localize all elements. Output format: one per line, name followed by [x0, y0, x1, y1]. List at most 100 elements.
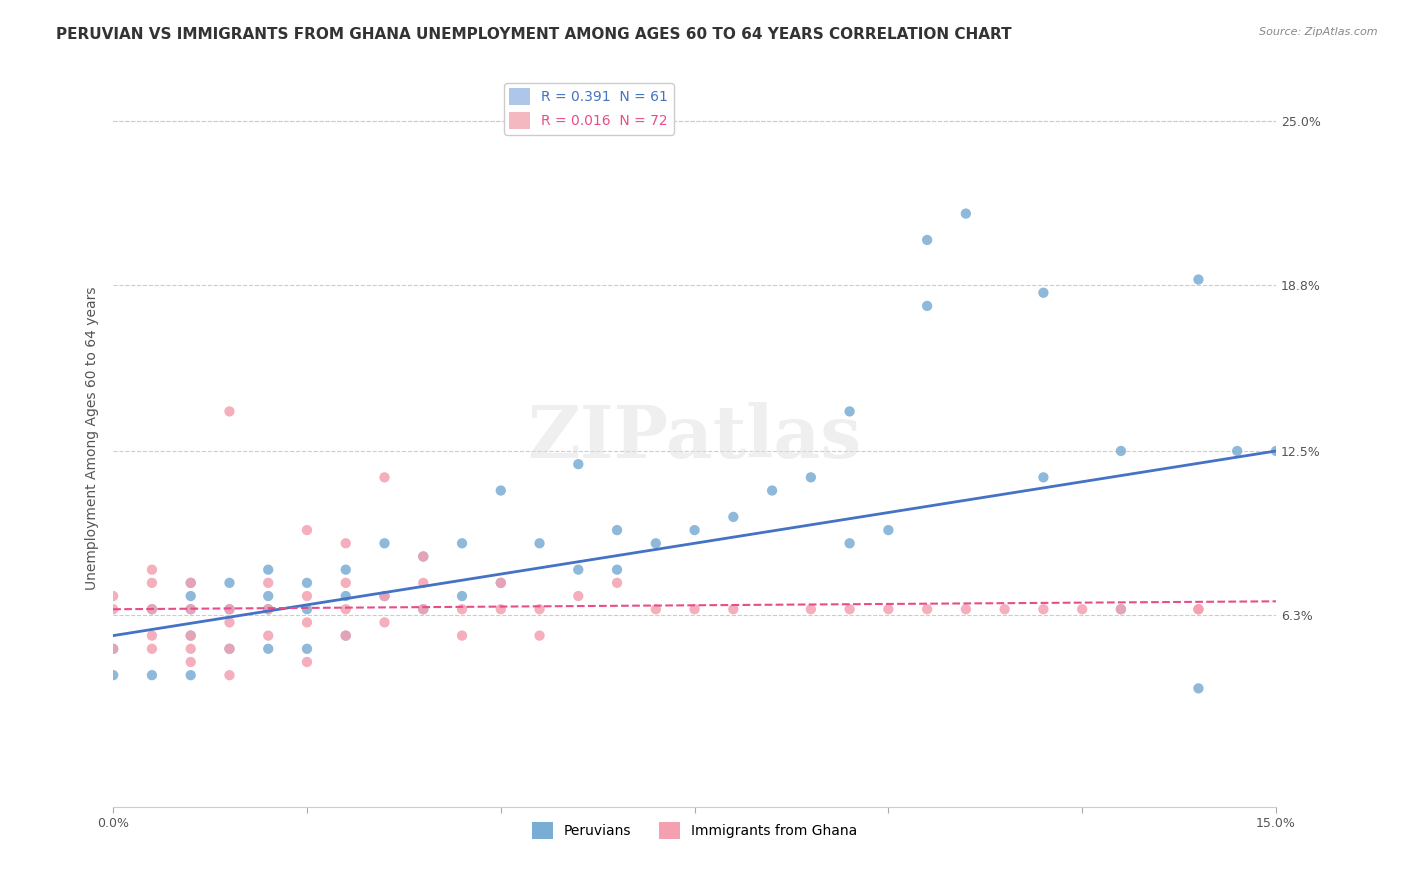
Point — [218, 404, 240, 418]
Point — [180, 602, 202, 616]
Point — [955, 602, 977, 616]
Point — [683, 602, 706, 616]
Point — [800, 470, 823, 484]
Point — [218, 641, 240, 656]
Point — [335, 589, 357, 603]
Point — [451, 629, 474, 643]
Point — [180, 575, 202, 590]
Point — [257, 602, 280, 616]
Point — [257, 575, 280, 590]
Point — [567, 589, 589, 603]
Point — [141, 563, 163, 577]
Point — [335, 602, 357, 616]
Point — [915, 602, 938, 616]
Point — [335, 563, 357, 577]
Point — [257, 629, 280, 643]
Point — [1032, 285, 1054, 300]
Point — [335, 629, 357, 643]
Point — [567, 563, 589, 577]
Point — [451, 536, 474, 550]
Point — [1187, 272, 1209, 286]
Point — [1226, 444, 1249, 458]
Point — [218, 575, 240, 590]
Point — [606, 523, 628, 537]
Point — [1109, 602, 1132, 616]
Point — [489, 602, 512, 616]
Point — [644, 536, 666, 550]
Point — [1109, 602, 1132, 616]
Point — [180, 641, 202, 656]
Point — [567, 457, 589, 471]
Point — [955, 206, 977, 220]
Point — [1187, 681, 1209, 696]
Point — [489, 575, 512, 590]
Point — [412, 602, 434, 616]
Point — [373, 589, 395, 603]
Point — [103, 641, 125, 656]
Point — [529, 536, 551, 550]
Text: Source: ZipAtlas.com: Source: ZipAtlas.com — [1260, 27, 1378, 37]
Point — [877, 523, 900, 537]
Point — [412, 549, 434, 564]
Point — [489, 483, 512, 498]
Point — [335, 536, 357, 550]
Point — [761, 483, 783, 498]
Point — [451, 602, 474, 616]
Point — [644, 602, 666, 616]
Point — [606, 563, 628, 577]
Point — [295, 589, 318, 603]
Legend: Peruvians, Immigrants from Ghana: Peruvians, Immigrants from Ghana — [526, 816, 863, 845]
Point — [451, 589, 474, 603]
Point — [683, 523, 706, 537]
Point — [141, 602, 163, 616]
Point — [141, 575, 163, 590]
Point — [257, 602, 280, 616]
Point — [180, 575, 202, 590]
Point — [723, 602, 745, 616]
Point — [489, 575, 512, 590]
Point — [218, 615, 240, 630]
Point — [141, 629, 163, 643]
Point — [180, 602, 202, 616]
Y-axis label: Unemployment Among Ages 60 to 64 years: Unemployment Among Ages 60 to 64 years — [86, 286, 100, 590]
Point — [529, 602, 551, 616]
Point — [838, 404, 860, 418]
Point — [529, 629, 551, 643]
Point — [295, 655, 318, 669]
Point — [180, 629, 202, 643]
Text: PERUVIAN VS IMMIGRANTS FROM GHANA UNEMPLOYMENT AMONG AGES 60 TO 64 YEARS CORRELA: PERUVIAN VS IMMIGRANTS FROM GHANA UNEMPL… — [56, 27, 1012, 42]
Point — [257, 589, 280, 603]
Point — [218, 602, 240, 616]
Point — [141, 668, 163, 682]
Point — [335, 575, 357, 590]
Point — [141, 602, 163, 616]
Point — [1187, 602, 1209, 616]
Point — [800, 602, 823, 616]
Point — [915, 233, 938, 247]
Point — [606, 575, 628, 590]
Point — [103, 602, 125, 616]
Point — [373, 470, 395, 484]
Point — [295, 615, 318, 630]
Point — [180, 589, 202, 603]
Point — [295, 575, 318, 590]
Point — [180, 668, 202, 682]
Point — [1187, 602, 1209, 616]
Point — [141, 641, 163, 656]
Point — [218, 602, 240, 616]
Point — [915, 299, 938, 313]
Point — [373, 615, 395, 630]
Point — [103, 589, 125, 603]
Point — [1032, 602, 1054, 616]
Point — [373, 589, 395, 603]
Point — [295, 523, 318, 537]
Point — [877, 602, 900, 616]
Point — [295, 602, 318, 616]
Point — [838, 602, 860, 616]
Point — [994, 602, 1017, 616]
Point — [838, 536, 860, 550]
Point — [723, 510, 745, 524]
Point — [103, 641, 125, 656]
Point — [412, 575, 434, 590]
Point — [257, 563, 280, 577]
